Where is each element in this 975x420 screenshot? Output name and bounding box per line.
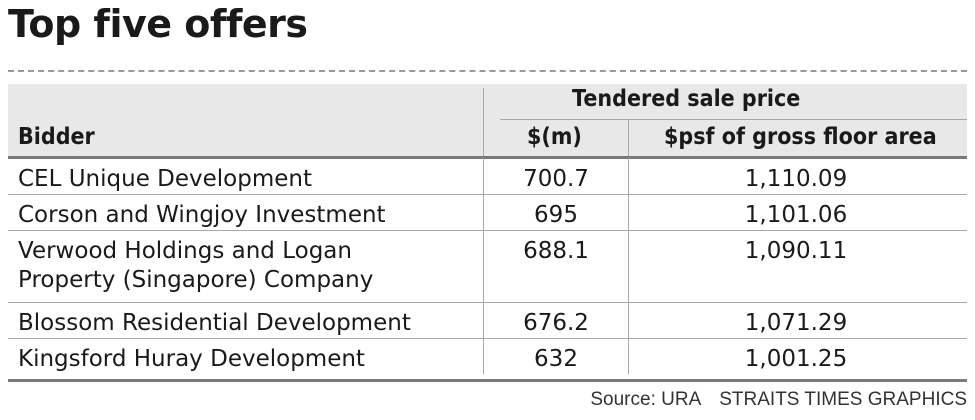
row-separator bbox=[8, 338, 967, 339]
row-separator bbox=[8, 230, 967, 231]
column-divider bbox=[483, 302, 484, 338]
cell-price: 688.1 bbox=[523, 238, 589, 264]
cell-bidder: CEL Unique Development bbox=[18, 166, 312, 192]
column-divider bbox=[628, 194, 629, 230]
page-title: Top five offers bbox=[8, 2, 308, 46]
cell-psf: 1,090.11 bbox=[744, 238, 848, 264]
credit-note: STRAITS TIMES GRAPHICS bbox=[719, 389, 967, 410]
cell-psf: 1,071.29 bbox=[744, 310, 848, 336]
dashed-divider bbox=[8, 70, 967, 72]
cell-bidder: Kingsford Huray Development bbox=[18, 346, 365, 372]
column-divider bbox=[628, 302, 629, 338]
cell-price: 695 bbox=[534, 202, 578, 228]
row-separator bbox=[8, 194, 967, 195]
column-divider bbox=[483, 338, 484, 374]
row-separator bbox=[8, 302, 967, 303]
cell-price: 632 bbox=[534, 346, 578, 372]
cell-price: 676.2 bbox=[523, 310, 589, 336]
header-psf: $psf of gross floor area bbox=[664, 124, 937, 150]
cell-bidder: Blossom Residential Development bbox=[18, 310, 411, 336]
cell-bidder: Corson and Wingjoy Investment bbox=[18, 202, 386, 228]
column-divider-2 bbox=[628, 120, 629, 156]
column-divider bbox=[628, 158, 629, 194]
cell-psf: 1,110.09 bbox=[744, 166, 848, 192]
column-divider bbox=[628, 230, 629, 302]
column-divider bbox=[483, 230, 484, 302]
footer: Source: URA STRAITS TIMES GRAPHICS bbox=[590, 389, 967, 411]
header-group-label: Tendered sale price bbox=[572, 86, 801, 112]
source-note: Source: URA bbox=[590, 389, 702, 410]
cell-bidder: Verwood Holdings and Logan bbox=[18, 238, 352, 264]
column-divider bbox=[628, 338, 629, 374]
column-divider bbox=[483, 158, 484, 194]
cell-price: 700.7 bbox=[523, 166, 589, 192]
header-price: $(m) bbox=[527, 124, 582, 150]
cell-psf: 1,001.25 bbox=[744, 346, 848, 372]
table-bottom-rule bbox=[8, 379, 967, 382]
column-divider-1 bbox=[483, 88, 484, 156]
cell-bidder: Property (Singapore) Company bbox=[18, 267, 374, 293]
column-divider bbox=[483, 194, 484, 230]
header-bidder: Bidder bbox=[18, 124, 95, 150]
header-bottom-rule bbox=[8, 156, 967, 159]
header-group-rule bbox=[500, 119, 967, 120]
table-header bbox=[8, 84, 967, 156]
cell-psf: 1,101.06 bbox=[744, 202, 848, 228]
